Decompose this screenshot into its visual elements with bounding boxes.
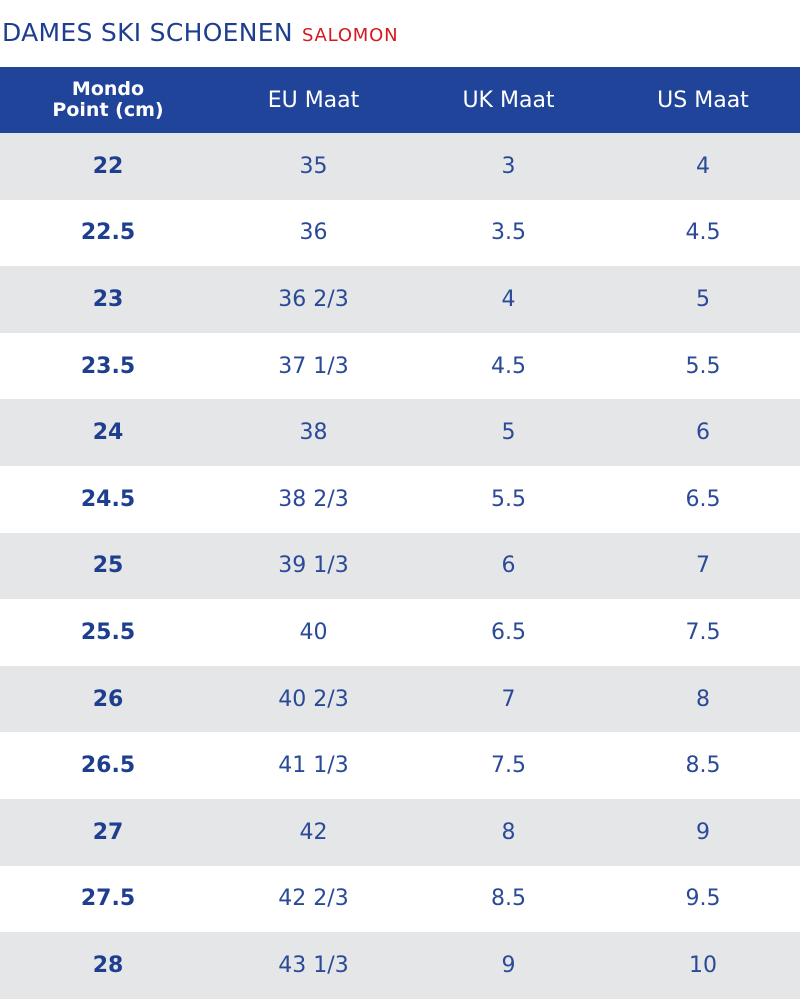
table-row: 25 39 1/3 6 7 [0,532,800,600]
cell-us: 5.5 [685,353,721,379]
table-row: 22 35 3 4 [0,133,800,200]
table-row: 23.5 37 1/3 4.5 5.5 [0,332,800,400]
brand-name: SALOMON [301,25,399,46]
cell-us: 8.5 [685,753,721,779]
cell-uk: 8.5 [491,886,526,912]
cell-us: 9.5 [685,886,721,912]
cell-eu: 42 [299,819,328,845]
cell-eu: 40 2/3 [278,686,349,712]
cell-uk: 9 [501,952,516,978]
cell-mondo: 26.5 [80,753,136,779]
column-header-eu: EU Maat [267,87,360,113]
cell-uk: 5 [501,420,516,446]
title-text: DAMES SKI SCHOENEN [2,18,293,47]
cell-eu: 42 2/3 [278,886,349,912]
cell-uk: 7 [501,686,516,712]
cell-mondo: 23.5 [80,353,136,379]
cell-uk: 4.5 [491,353,526,379]
cell-uk: 3.5 [491,220,526,246]
table-row: 26.5 41 1/3 7.5 8.5 [0,732,800,799]
cell-uk: 6.5 [491,619,526,645]
table-row: 27.5 42 2/3 8.5 9.5 [0,865,800,933]
table-header: Mondo Point (cm) EU Maat UK Maat US Maat [0,67,800,133]
cell-mondo: 27.5 [80,886,136,912]
page-title: DAMES SKI SCHOENEN SALOMON [2,18,398,47]
table-row: 24 38 5 6 [0,399,800,466]
cell-us: 6 [696,420,710,446]
cell-us: 6.5 [685,486,721,512]
cell-mondo: 24.5 [80,486,136,512]
column-header-us: US Maat [657,87,749,113]
cell-eu: 41 1/3 [278,753,349,779]
title-bar: DAMES SKI SCHOENEN SALOMON [0,0,800,67]
table-row: 24.5 38 2/3 5.5 6.5 [0,465,800,533]
cell-us: 7 [696,553,710,579]
column-header-uk: UK Maat [462,87,555,113]
cell-mondo: 22.5 [80,220,136,246]
size-chart-table: Mondo Point (cm) EU Maat UK Maat US Maat… [0,67,800,999]
cell-eu: 38 [299,420,328,446]
cell-uk: 5.5 [491,486,526,512]
table-row: 22.5 36 3.5 4.5 [0,199,800,267]
column-header-mondo-line1: Mondo [71,78,145,100]
table-row: 28 43 1/3 9 10 [0,932,800,999]
cell-us: 8 [696,686,710,712]
cell-eu: 40 [299,619,328,645]
cell-uk: 7.5 [491,753,526,779]
cell-eu: 43 1/3 [278,952,349,978]
cell-mondo: 26 [92,686,124,712]
cell-mondo: 22 [92,153,124,179]
cell-mondo: 25.5 [80,619,136,645]
cell-us: 5 [696,286,710,312]
cell-eu: 36 2/3 [278,286,349,312]
cell-eu: 38 2/3 [278,486,349,512]
cell-mondo: 27 [92,819,124,845]
cell-mondo: 25 [92,553,124,579]
cell-us: 4 [696,153,710,179]
cell-us: 9 [696,819,710,845]
table-row: 25.5 40 6.5 7.5 [0,599,800,666]
table-row: 26 40 2/3 7 8 [0,665,800,733]
cell-eu: 37 1/3 [278,353,349,379]
cell-uk: 8 [501,819,516,845]
cell-uk: 4 [501,286,516,312]
cell-eu: 35 [299,153,328,179]
header-row: Mondo Point (cm) EU Maat UK Maat US Maat [0,67,800,133]
cell-eu: 39 1/3 [278,553,349,579]
column-header-mondo-line2: Point (cm) [52,99,164,121]
cell-uk: 3 [501,153,516,179]
cell-us: 4.5 [685,220,721,246]
column-header-mondo: Mondo Point (cm) [0,67,216,133]
cell-mondo: 23 [92,286,124,312]
table-row: 27 42 8 9 [0,798,800,866]
table-body: 22 35 3 4 22.5 36 3.5 4.5 23 36 2/3 4 5 23.5 37 1/3 4.… [0,133,800,999]
cell-eu: 36 [299,220,328,246]
table-row: 23 36 2/3 4 5 [0,266,800,333]
cell-mondo: 28 [92,952,124,978]
cell-uk: 6 [501,553,516,579]
cell-us: 10 [689,952,717,978]
cell-us: 7.5 [685,619,721,645]
cell-mondo: 24 [92,420,124,446]
